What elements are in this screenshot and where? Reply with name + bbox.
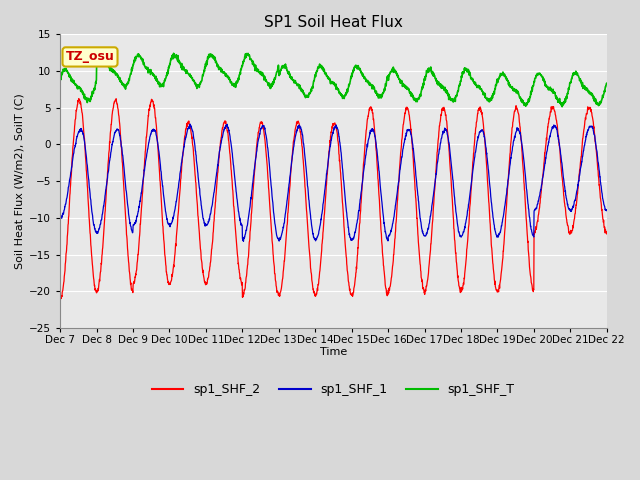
Line: sp1_SHF_T: sp1_SHF_T xyxy=(60,53,607,107)
sp1_SHF_2 xyxy=(349,289,357,295)
sp1_SHF_T xyxy=(493,83,500,88)
sp1_SHF_T xyxy=(603,80,611,86)
sp1_SHF_T xyxy=(349,67,357,72)
Y-axis label: Soil Heat Flux (W/m2), SoilT (C): Soil Heat Flux (W/m2), SoilT (C) xyxy=(15,93,25,269)
sp1_SHF_2 xyxy=(555,137,563,143)
sp1_SHF_2 xyxy=(570,217,578,223)
sp1_SHF_2 xyxy=(56,296,64,302)
sp1_SHF_1 xyxy=(603,207,611,213)
Line: sp1_SHF_1: sp1_SHF_1 xyxy=(60,124,607,241)
sp1_SHF_2 xyxy=(56,294,64,300)
sp1_SHF_1 xyxy=(555,139,563,145)
sp1_SHF_T xyxy=(362,76,369,82)
sp1_SHF_1 xyxy=(349,236,357,242)
X-axis label: Time: Time xyxy=(320,347,347,357)
sp1_SHF_1 xyxy=(570,201,578,207)
sp1_SHF_T xyxy=(570,71,578,77)
sp1_SHF_1 xyxy=(493,232,500,238)
sp1_SHF_1 xyxy=(209,198,217,204)
sp1_SHF_2 xyxy=(603,231,611,237)
sp1_SHF_1 xyxy=(362,155,369,161)
sp1_SHF_2 xyxy=(493,287,500,293)
sp1_SHF_T xyxy=(558,104,566,109)
sp1_SHF_1 xyxy=(239,239,247,244)
sp1_SHF_1 xyxy=(56,214,64,220)
sp1_SHF_2 xyxy=(75,96,83,101)
sp1_SHF_2 xyxy=(362,137,369,143)
sp1_SHF_T xyxy=(209,55,217,61)
Text: TZ_osu: TZ_osu xyxy=(66,50,115,63)
sp1_SHF_T xyxy=(555,98,563,104)
Title: SP1 Soil Heat Flux: SP1 Soil Heat Flux xyxy=(264,15,403,30)
Legend: sp1_SHF_2, sp1_SHF_1, sp1_SHF_T: sp1_SHF_2, sp1_SHF_1, sp1_SHF_T xyxy=(147,378,520,401)
sp1_SHF_T xyxy=(170,50,177,56)
Line: sp1_SHF_2: sp1_SHF_2 xyxy=(60,98,607,299)
sp1_SHF_2 xyxy=(209,230,217,236)
sp1_SHF_1 xyxy=(186,121,194,127)
sp1_SHF_T xyxy=(56,77,64,83)
